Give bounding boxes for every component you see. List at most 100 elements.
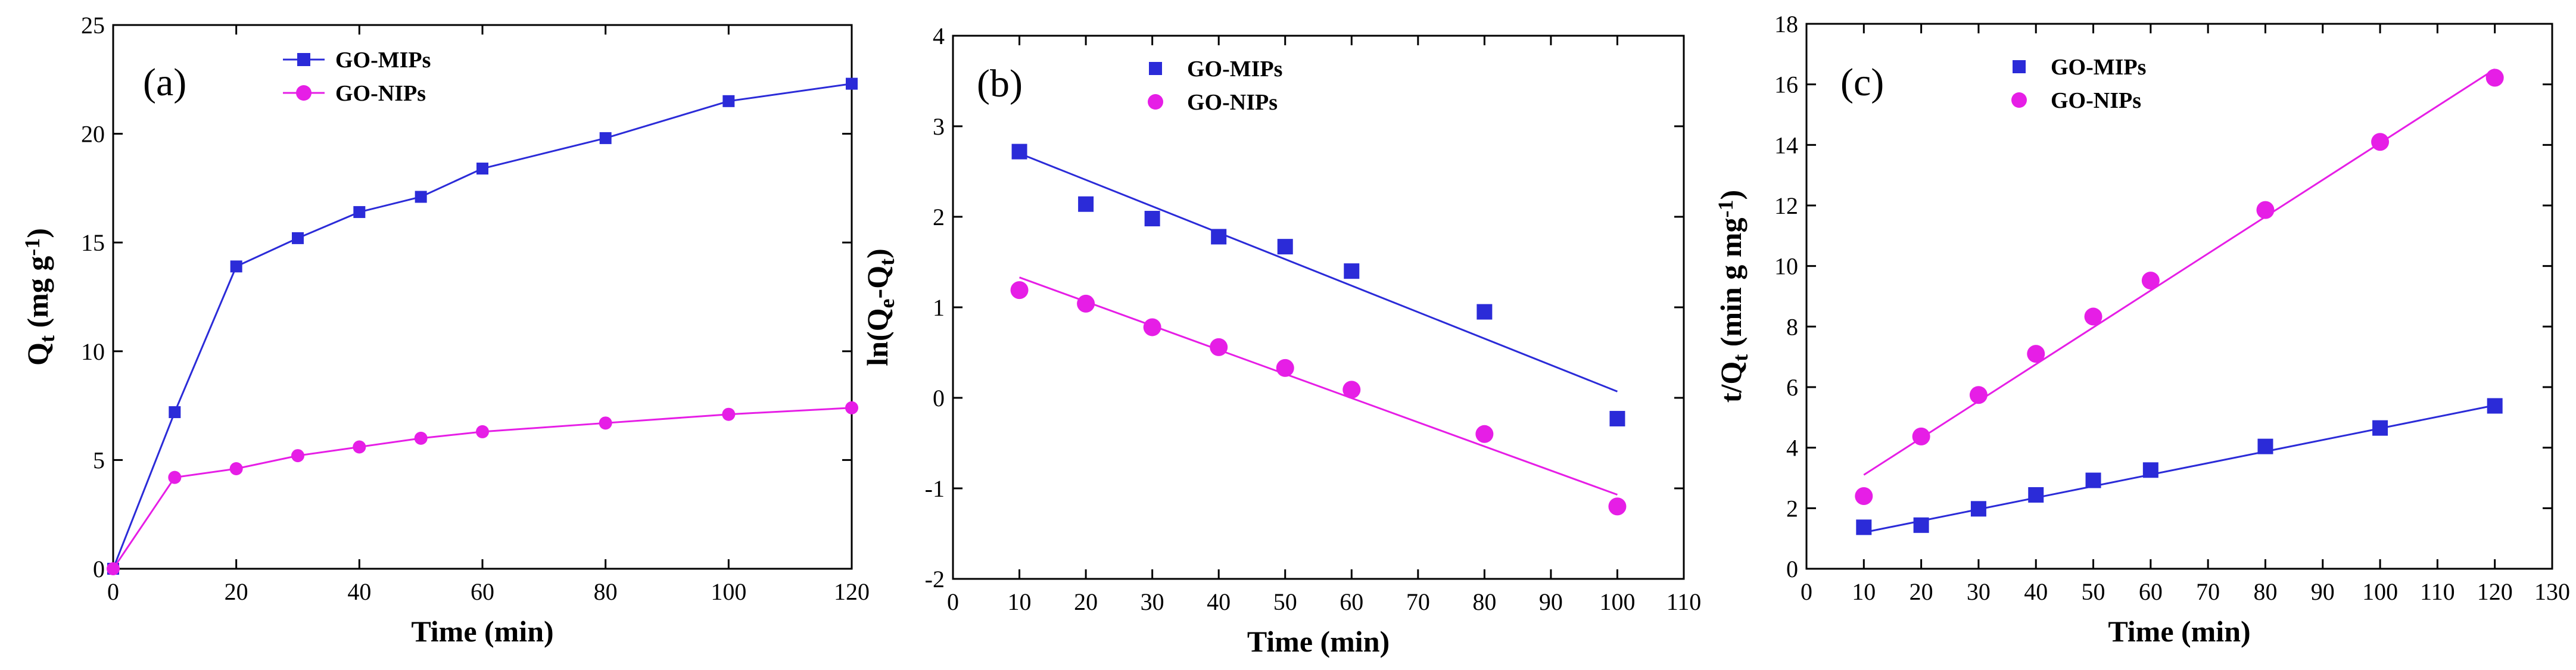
x-tick-label: 50	[2082, 578, 2105, 605]
x-tick-label: 80	[594, 578, 618, 605]
data-point	[1475, 425, 1494, 443]
x-axis-title: Time (min)	[1247, 625, 1390, 658]
legend-label: GO-NIPs	[1187, 90, 1278, 115]
legend-label: GO-MIPs	[2051, 55, 2146, 80]
panel-label: (c)	[1840, 61, 1884, 104]
y-axis-title: Qt (mg g-1)	[20, 228, 59, 366]
legend-label: GO-MIPs	[335, 48, 431, 73]
data-point	[1608, 497, 1627, 516]
legend-label: GO-NIPs	[335, 81, 426, 106]
data-point	[230, 260, 242, 273]
label-part: -1	[1714, 200, 1737, 218]
label-part: t/Q	[1714, 362, 1748, 403]
label-part: t	[1728, 354, 1752, 362]
y-tick-label: 18	[1774, 11, 1798, 38]
label-part: )	[861, 248, 894, 258]
legend-label: GO-MIPs	[1187, 57, 1282, 82]
data-point	[2371, 133, 2390, 151]
chart-panel-3: 0 10 20 30 40 50 60 70 80 90 100 110 120 130 0 2 4 6 8 10 12…	[1714, 11, 2570, 648]
data-point	[2142, 462, 2158, 478]
data-point	[1277, 239, 1293, 255]
y-tick-label: 3	[933, 113, 945, 140]
chart-panel-1: 0 20 40 60 80 100 120 0 5 10 15 20 25 Time (min) Qt (m…	[20, 12, 870, 648]
legend-marker	[2013, 60, 2026, 73]
data-point	[1477, 304, 1493, 320]
y-axis-title: t/Qt (min g mg-1)	[1714, 190, 1752, 403]
x-tick-label: 60	[471, 578, 494, 605]
label-part: t	[875, 258, 899, 266]
data-point	[1855, 487, 1873, 505]
data-point	[2372, 420, 2388, 436]
x-tick-label: 100	[1599, 588, 1635, 615]
y-tick-label: 12	[1774, 192, 1798, 219]
legend-marker	[1149, 62, 1162, 75]
y-tick-label: 1	[933, 294, 945, 321]
label-part: -Q	[861, 266, 894, 299]
data-point	[1913, 517, 1929, 533]
x-tick-label: 0	[107, 578, 119, 605]
y-axis-title: ln(Qe-Qt)	[861, 248, 899, 366]
x-tick-label: 80	[2253, 578, 2277, 605]
data-point	[845, 401, 858, 415]
x-tick-label: 20	[225, 578, 248, 605]
data-point	[1856, 519, 1872, 535]
data-point	[1969, 386, 1988, 404]
x-tick-label: 100	[2362, 578, 2398, 605]
y-tick-label: 20	[81, 121, 105, 148]
label-part: )	[21, 228, 54, 238]
legend-marker	[296, 85, 312, 101]
x-tick-label: 30	[1141, 588, 1164, 615]
data-point	[1210, 338, 1228, 356]
label-part: ln(Q	[861, 308, 894, 366]
plot-frame	[952, 35, 1685, 580]
x-tick-label: 50	[1273, 588, 1297, 615]
x-axis-title: Time (min)	[411, 615, 553, 648]
label-part: (min g mg	[1714, 218, 1748, 354]
data-point	[229, 462, 243, 476]
x-tick-label: 10	[1852, 578, 1876, 605]
y-tick-label: 10	[1774, 253, 1798, 280]
y-tick-label: -2	[925, 566, 945, 593]
y-tick-label: 0	[1786, 556, 1798, 582]
x-tick-label: 110	[2420, 578, 2455, 605]
x-tick-label: 10	[1008, 588, 1032, 615]
x-tick-label: 110	[1667, 588, 1702, 615]
y-tick-label: 8	[1786, 313, 1798, 340]
series-go-mips	[107, 77, 858, 575]
x-tick-label: 60	[2139, 578, 2163, 605]
y-tick-label: 6	[1786, 374, 1798, 401]
data-point	[169, 406, 181, 419]
x-tick-label: 20	[1074, 588, 1098, 615]
label-part: e	[875, 298, 899, 308]
x-tick-label: 0	[1801, 578, 1812, 605]
data-point	[292, 232, 304, 244]
panel-label: (b)	[977, 62, 1023, 105]
data-point	[1011, 144, 1027, 160]
x-tick-label: 120	[2477, 578, 2513, 605]
x-tick-label: 60	[1340, 588, 1363, 615]
data-point	[168, 470, 182, 484]
data-point	[846, 77, 858, 90]
x-tick-label: 90	[2311, 578, 2335, 605]
data-point	[291, 449, 304, 463]
y-tick-label: 0	[933, 385, 945, 412]
fit-line	[1863, 68, 2496, 476]
data-point	[476, 163, 488, 175]
series-go-nips	[1010, 276, 1627, 516]
legend-marker	[2011, 92, 2027, 108]
series-go-mips	[1011, 144, 1625, 426]
data-point	[2485, 68, 2504, 87]
y-tick-label: 4	[1786, 435, 1798, 462]
y-tick-label: -1	[925, 475, 945, 502]
legend: GO-MIPs GO-NIPs	[283, 48, 431, 106]
data-point	[1078, 196, 1094, 212]
data-point	[1144, 211, 1160, 227]
data-point	[722, 95, 735, 107]
x-tick-label: 90	[1539, 588, 1563, 615]
fit-line	[1019, 276, 1618, 496]
data-point	[2256, 201, 2275, 219]
data-point	[1912, 427, 1930, 445]
x-tick-label: 30	[1967, 578, 1991, 605]
legend-marker	[1148, 94, 1163, 110]
